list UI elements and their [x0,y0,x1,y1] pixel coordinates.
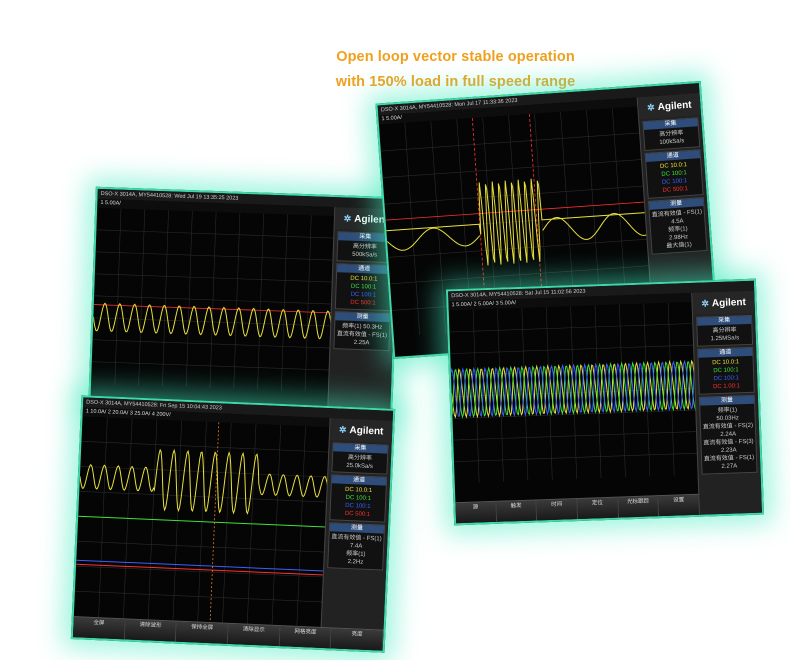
panel-block: 采集 高分辨率 1.25MSa/s [696,314,754,347]
waveform-trace [450,359,696,418]
softkey-bar: 源 触发 时间 定位 光标跟踪 设置 [455,493,701,524]
agilent-star-icon: ✲ [343,213,352,224]
grid-line [382,159,643,178]
panel-block: 测量 直流有效值 - FS(1) 7.4A 频率(1) 2.2Hz [327,522,386,571]
softkey[interactable]: 网格亮度 [279,626,332,649]
softkey[interactable]: 光标跟踪 [618,496,660,518]
caption: Open loop vector stable operation with 1… [0,45,791,95]
grid-line [388,238,648,258]
waveform-trace [542,212,648,240]
grid-line [449,323,694,333]
softkey[interactable]: 定位 [577,497,619,520]
grid-line [452,409,697,419]
grid-line [390,265,650,285]
grid-line [79,490,328,503]
grid-line [75,565,324,578]
softkey[interactable]: 清除波形 [124,619,178,642]
softkey[interactable]: 亮度 [331,628,384,651]
agilent-star-icon: ✲ [646,102,656,113]
panel-block: 采集 高分辨率 25.0kSa/s [331,442,389,475]
channel-4-trace [76,563,324,576]
waveform-plot [74,417,330,626]
agilent-logo: ✲ Agilent [329,418,393,443]
waveform-trace [451,359,696,419]
scope-window-1: DSO-X 3014A, MY54410528: Wed Jul 19 13:3… [88,186,400,417]
softkey[interactable]: 清除显示 [227,623,281,647]
grid-line [80,465,329,478]
agilent-logo: ✲ Agilent [692,290,755,315]
waveform-plot [91,208,335,392]
agilent-star-icon: ✲ [701,298,710,309]
grid-line [453,452,698,462]
grid-line [94,295,332,305]
grid-line [91,361,330,371]
agilent-logo: ✲ Agilent [637,93,702,120]
panel-block: 测量 频率(1) 50.3Hz 直流有效值 - FS(1) 2.25A [333,311,391,352]
panel-block: 通道 DC 10.0:1 DC 100:1 DC 100:1 DC 500:1 [334,263,393,312]
softkey[interactable]: 全屏 [72,617,126,640]
softkey[interactable]: 时间 [536,499,579,521]
panel-block: 通道 DC 10.0:1 DC 100:1 DC 100:1 DC 500:1 [644,149,704,199]
channel-2-trace [78,515,326,528]
channel-3-trace [76,559,325,572]
caption-line-2: with 150% load in full speed range [335,74,576,90]
scope-window-4: DSO-X 3014A, MY54410528: Sat Jul 15 11:0… [445,278,765,526]
grid-line [96,229,335,239]
waveform-trace [92,302,332,340]
cursor-line [209,422,220,623]
grid-line [450,344,695,354]
panel-block: 测量 直流有效值 - FS(1) 4.5A 频率(1) 2.98Hz 最大值(1) [647,197,708,255]
scope-window-3: DSO-X 3014A, MY54410528: Fri Sep 15 10:0… [70,395,396,653]
waveform-trace [451,361,697,419]
waveform-plot [449,302,698,483]
caption-line-1: Open loop vector stable operation [336,49,575,65]
grid-line [77,540,325,553]
waveform-tail [542,212,648,240]
grid-line [95,251,334,261]
softkey[interactable]: 设置 [658,494,701,517]
control-panel: ✲ Agilent 采集 高分辨率 25.0kSa/s 通道 DC 10.0:1 DC 1… [319,418,393,651]
panel-block: 测量 频率(1) 50.03Hz 直流有效值 - FS(2) 2.24A 直流有效值 - … [698,394,758,475]
grid-line [380,132,641,152]
control-panel: ✲ Agilent 采集 高分辨率 1.25MSa/s 通道 DC 10.0:1 DC 1… [691,290,762,515]
grid-line [94,273,333,283]
grid-line [81,441,330,453]
softkey[interactable]: 源 [455,501,497,524]
panel-block: 采集 高分辨率 100kSa/s [642,117,701,152]
panel-block: 通道 DC 10.0:1 DC 100:1 DC 100:1 DC 1.00:1 [697,346,755,395]
waveform-trace [79,448,329,515]
waveform-trace [386,178,646,266]
agilent-star-icon: ✲ [338,424,347,435]
panel-block: 通道 DC 10.0:1 DC 100:1 DC 100:1 DC 500:1 [329,474,388,523]
softkey[interactable]: 保持全屏 [176,621,229,644]
grid-line [74,590,323,603]
waveform-trace [386,227,481,251]
grid-line [92,339,331,349]
softkey[interactable]: 触发 [496,500,538,522]
grid-line [384,185,644,205]
grid-line [453,431,698,441]
